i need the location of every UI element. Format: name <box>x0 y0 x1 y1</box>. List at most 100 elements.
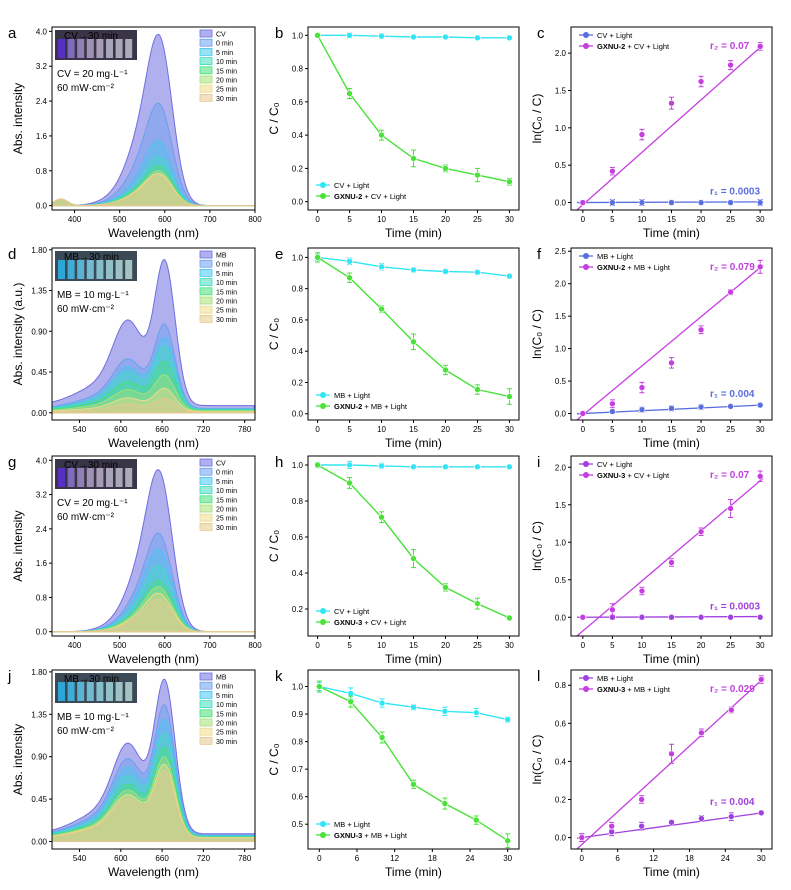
vial <box>58 39 65 58</box>
data-point <box>410 703 417 711</box>
data-point <box>727 61 734 69</box>
panel-letter: f <box>537 246 542 263</box>
legend-label: GXNU-3 + CV + Light <box>334 618 407 627</box>
y-tick-label: 0.0 <box>555 834 567 843</box>
data-point <box>638 199 646 206</box>
legend-label: CV + Light <box>334 607 370 616</box>
legend-label: 5 min <box>216 479 233 486</box>
legend-condition: MB + Light <box>334 820 371 829</box>
y-tick-label: 0.0 <box>292 198 304 207</box>
data-point <box>410 155 417 162</box>
x-tick-label: 10 <box>637 215 646 224</box>
legend-label: 15 min <box>216 289 237 296</box>
y-tick-label: 3.2 <box>36 491 48 500</box>
vial <box>106 682 113 701</box>
data-point <box>609 199 616 206</box>
x-tick-label: 800 <box>248 641 262 650</box>
data-point <box>346 461 353 469</box>
legend-swatch <box>199 672 213 681</box>
spectrum-area <box>51 598 256 633</box>
y-tick-label: 0.9 <box>292 710 304 719</box>
legend-marker <box>320 193 326 199</box>
photo-label: MB→30 min <box>64 252 119 263</box>
legend-condition: CV + Light <box>597 31 633 40</box>
vial <box>67 260 75 279</box>
legend-condition: + CV + Light <box>625 42 670 51</box>
photo-label: MB→30 min <box>64 674 119 685</box>
vial <box>125 39 133 58</box>
y-tick-label: 0.90 <box>31 327 47 336</box>
legend-condition: + CV + Light <box>625 471 670 480</box>
y-tick-label: 1.0 <box>555 538 567 547</box>
legend-swatch <box>199 268 213 277</box>
data-point <box>378 513 385 521</box>
x-tick-label: 30 <box>505 215 514 224</box>
y-tick-label: 1.6 <box>36 559 48 568</box>
legend-label: 5 min <box>216 50 233 57</box>
data-point <box>504 716 511 723</box>
legend-swatch <box>199 259 213 268</box>
data-point <box>314 254 321 261</box>
panel-g: CV→30 min CV = 20 mg·L⁻¹ 60 mW·cm⁻² CV 0 min… <box>8 454 262 666</box>
legend-label: 30 min <box>216 96 237 103</box>
photo-inset: CV→30 min <box>55 30 137 60</box>
condition-note: 60 mW·cm⁻² <box>57 83 115 94</box>
y-tick-label: 0.00 <box>31 409 47 418</box>
legend-marker <box>583 675 589 681</box>
series-line <box>319 685 508 721</box>
x-tick-label: 0 <box>315 425 320 434</box>
legend-label: GXNU-2 + CV + Light <box>597 42 670 51</box>
data-point <box>441 708 449 715</box>
legend-label: MB + Light <box>334 820 371 829</box>
legend-condition: + MB + Light <box>362 831 408 840</box>
x-tick-label: 30 <box>503 854 512 863</box>
panel-l: r₁ = 0.004 r₂ = 0.029 MB + Light GXNU-3 + M… <box>530 668 773 879</box>
x-tick-label: 10 <box>637 425 646 434</box>
legend-condition: CV + Light <box>597 460 633 469</box>
x-axis-label: Time (min) <box>643 652 700 666</box>
data-point <box>474 268 481 276</box>
legend-condition: + CV + Light <box>362 192 407 201</box>
legend-material: GXNU-3 <box>334 618 362 627</box>
legend-swatch <box>199 75 213 84</box>
x-tick-label: 24 <box>721 854 730 863</box>
y-tick-label: 1.0 <box>292 31 304 40</box>
y-tick-label: 0.8 <box>292 65 304 74</box>
vial <box>115 682 123 701</box>
x-tick-label: 780 <box>238 854 252 863</box>
y-tick-label: 1.80 <box>31 668 47 677</box>
panel-h: CV + Light GXNU-3 + CV + Light 0 5 10 15 20 25 3… <box>267 454 520 666</box>
legend-marker <box>320 182 326 188</box>
legend-marker <box>583 43 589 49</box>
x-tick-label: 500 <box>113 641 127 650</box>
legend-material: GXNU-2 <box>334 192 362 201</box>
legend-condition: MB + Light <box>597 252 634 261</box>
legend-label: MB <box>216 675 227 682</box>
x-tick-label: 20 <box>697 641 706 650</box>
x-tick-label: 600 <box>114 425 128 434</box>
y-tick-label: 0.0 <box>555 410 567 419</box>
data-point <box>668 819 675 826</box>
data-point <box>697 613 705 621</box>
y-axis-label: Abs. intensity (a.u.) <box>11 283 25 386</box>
data-point <box>474 386 481 393</box>
legend-label: MB + Light <box>334 391 371 400</box>
x-axis-label: Time (min) <box>643 865 700 879</box>
legend-condition: CV + Light <box>334 607 370 616</box>
vial <box>77 260 85 279</box>
x-tick-label: 0 <box>317 854 322 863</box>
legend-label: 15 min <box>216 711 237 718</box>
x-tick-label: 400 <box>68 215 82 224</box>
data-point <box>727 613 734 621</box>
data-point <box>506 178 513 186</box>
condition-note: 60 mW·cm⁻² <box>57 304 115 315</box>
data-point <box>609 400 616 408</box>
vial <box>115 468 123 487</box>
data-point <box>378 305 385 313</box>
legend-label: 20 min <box>216 721 237 728</box>
data-point <box>697 78 705 85</box>
data-point <box>378 462 385 470</box>
x-tick-label: 540 <box>73 854 87 863</box>
x-tick-label: 780 <box>238 425 252 434</box>
x-tick-label: 20 <box>697 425 706 434</box>
